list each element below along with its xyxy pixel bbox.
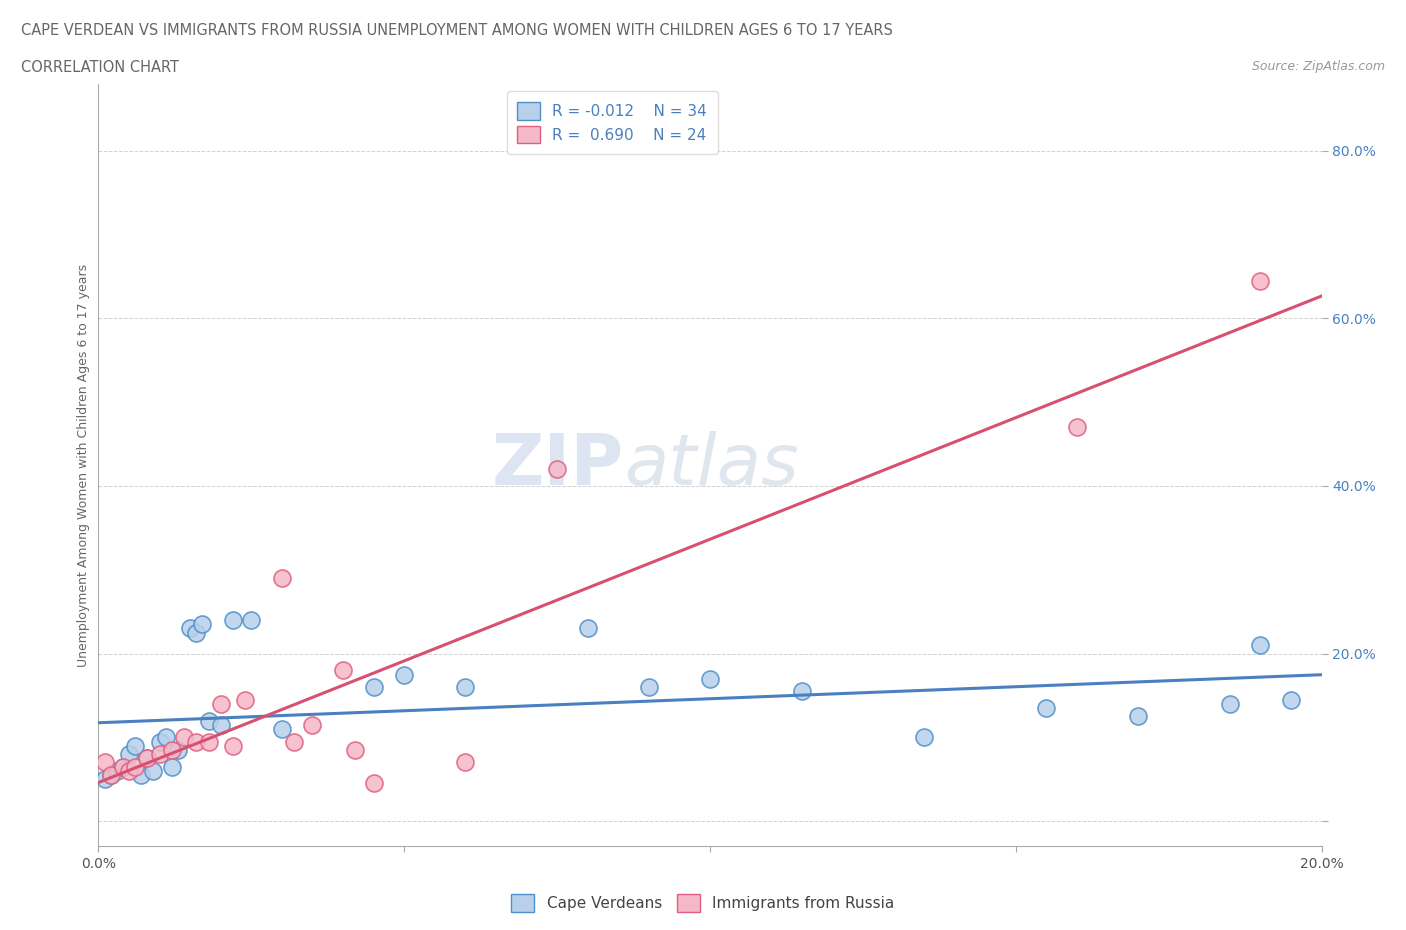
Point — [136, 751, 159, 765]
Point — [129, 767, 152, 782]
Point — [637, 680, 661, 695]
Point — [301, 717, 323, 732]
Text: CORRELATION CHART: CORRELATION CHART — [21, 60, 179, 75]
Point — [173, 730, 195, 745]
Point — [111, 759, 134, 774]
Point — [124, 759, 146, 774]
Point — [93, 755, 115, 770]
Point — [222, 738, 245, 753]
Point — [233, 692, 256, 707]
Point — [118, 747, 141, 762]
Point — [179, 621, 201, 636]
Point — [1249, 273, 1271, 288]
Point — [186, 625, 208, 640]
Point — [1128, 709, 1150, 724]
Point — [240, 613, 263, 628]
Point — [186, 734, 208, 749]
Text: CAPE VERDEAN VS IMMIGRANTS FROM RUSSIA UNEMPLOYMENT AMONG WOMEN WITH CHILDREN AG: CAPE VERDEAN VS IMMIGRANTS FROM RUSSIA U… — [21, 23, 893, 38]
Point — [191, 617, 214, 631]
Point — [344, 742, 367, 757]
Point — [912, 730, 935, 745]
Text: Source: ZipAtlas.com: Source: ZipAtlas.com — [1251, 60, 1385, 73]
Point — [149, 747, 172, 762]
Point — [1219, 697, 1241, 711]
Point — [209, 697, 232, 711]
Point — [155, 730, 177, 745]
Point — [167, 742, 190, 757]
Point — [149, 734, 172, 749]
Point — [332, 663, 354, 678]
Point — [270, 722, 292, 737]
Point — [124, 738, 146, 753]
Point — [454, 680, 477, 695]
Point — [100, 767, 122, 782]
Point — [1249, 638, 1271, 653]
Point — [699, 671, 721, 686]
Legend: Cape Verdeans, Immigrants from Russia: Cape Verdeans, Immigrants from Russia — [505, 888, 901, 918]
Point — [136, 751, 159, 765]
Point — [454, 755, 477, 770]
Point — [105, 764, 128, 778]
Point — [1035, 700, 1057, 715]
Text: ZIP: ZIP — [492, 431, 624, 499]
Point — [160, 742, 183, 757]
Point — [283, 734, 305, 749]
Point — [93, 772, 115, 787]
Point — [111, 759, 134, 774]
Point — [142, 764, 165, 778]
Point — [1279, 692, 1302, 707]
Point — [790, 684, 813, 698]
Point — [197, 734, 219, 749]
Point — [118, 764, 141, 778]
Point — [546, 462, 568, 477]
Y-axis label: Unemployment Among Women with Children Ages 6 to 17 years: Unemployment Among Women with Children A… — [77, 263, 90, 667]
Point — [100, 767, 122, 782]
Point — [363, 680, 385, 695]
Point — [363, 776, 385, 790]
Point — [1066, 419, 1088, 434]
Legend: R = -0.012    N = 34, R =  0.690    N = 24: R = -0.012 N = 34, R = 0.690 N = 24 — [506, 91, 718, 154]
Point — [209, 717, 232, 732]
Point — [392, 667, 416, 682]
Point — [197, 713, 219, 728]
Text: atlas: atlas — [624, 431, 799, 499]
Point — [222, 613, 245, 628]
Point — [576, 621, 599, 636]
Point — [270, 571, 292, 586]
Point — [160, 759, 183, 774]
